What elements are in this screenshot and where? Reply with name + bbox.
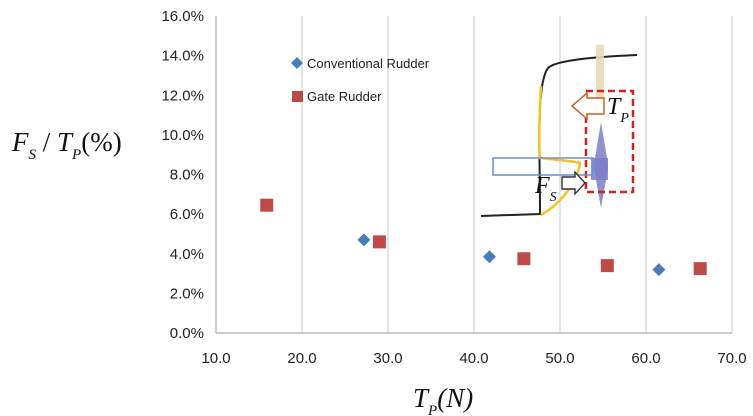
x-tick-label: 30.0 xyxy=(373,350,402,367)
x-axis-title: TP(N) xyxy=(413,383,473,416)
inset-fs-label: FS xyxy=(534,173,557,205)
grid-lines xyxy=(301,16,733,333)
inset-tp-arrow xyxy=(570,91,605,121)
x-tick-label: 20.0 xyxy=(287,350,316,367)
legend-item-gate: Gate Rudder xyxy=(292,89,382,104)
y-axis-title: FS / TP(%) xyxy=(11,127,122,163)
y-tick-label: 6.0% xyxy=(170,206,204,223)
inset-tp-box xyxy=(584,89,635,194)
legend-item-conventional: Conventional Rudder xyxy=(291,56,430,71)
legend: Conventional Rudder Gate Rudder xyxy=(291,56,430,104)
inset-rudder-schematic: TP FS xyxy=(480,45,638,217)
gate-rudder-point xyxy=(693,262,707,276)
inset-wake-curve xyxy=(537,85,582,217)
x-tick-labels: 10.0 20.0 30.0 40.0 50.0 60.0 70.0 xyxy=(201,350,746,367)
gate-rudder-point xyxy=(372,235,386,249)
conventional-rudder-point xyxy=(482,250,496,264)
inset-propeller-hub xyxy=(591,158,608,180)
x-tick-label: 40.0 xyxy=(459,350,488,367)
legend-square-marker xyxy=(292,91,303,102)
legend-label-conventional: Conventional Rudder xyxy=(307,56,430,71)
y-tick-label: 8.0% xyxy=(170,167,204,184)
inset-flow-arrow xyxy=(492,157,594,176)
x-tick-label: 70.0 xyxy=(717,350,746,367)
inset-fs-arrow xyxy=(561,170,586,196)
y-tick-label: 14.0% xyxy=(161,48,204,65)
axes xyxy=(215,16,732,334)
inset-shaft xyxy=(596,45,604,103)
gate-rudder-point xyxy=(517,252,531,266)
gate-rudder-point xyxy=(260,198,274,212)
x-tick-label: 10.0 xyxy=(201,350,230,367)
y-tick-label: 4.0% xyxy=(170,246,204,263)
data-points xyxy=(260,198,707,277)
conventional-rudder-point xyxy=(357,233,371,247)
y-tick-label: 0.0% xyxy=(170,325,204,342)
x-tick-label: 60.0 xyxy=(631,350,660,367)
legend-diamond-marker xyxy=(291,57,303,69)
conventional-rudder-point xyxy=(652,263,666,277)
inset-tp-label: TP xyxy=(607,94,629,126)
legend-label-gate: Gate Rudder xyxy=(307,89,382,104)
y-tick-label: 12.0% xyxy=(161,87,204,104)
y-tick-label: 16.0% xyxy=(161,8,204,25)
x-tick-label: 50.0 xyxy=(545,350,574,367)
y-tick-labels: 0.0% 2.0% 4.0% 6.0% 8.0% 10.0% 12.0% 14.0% 16.0% xyxy=(161,8,204,342)
gate-rudder-point xyxy=(600,259,614,273)
y-tick-label: 10.0% xyxy=(161,127,204,144)
y-tick-label: 2.0% xyxy=(170,285,204,302)
